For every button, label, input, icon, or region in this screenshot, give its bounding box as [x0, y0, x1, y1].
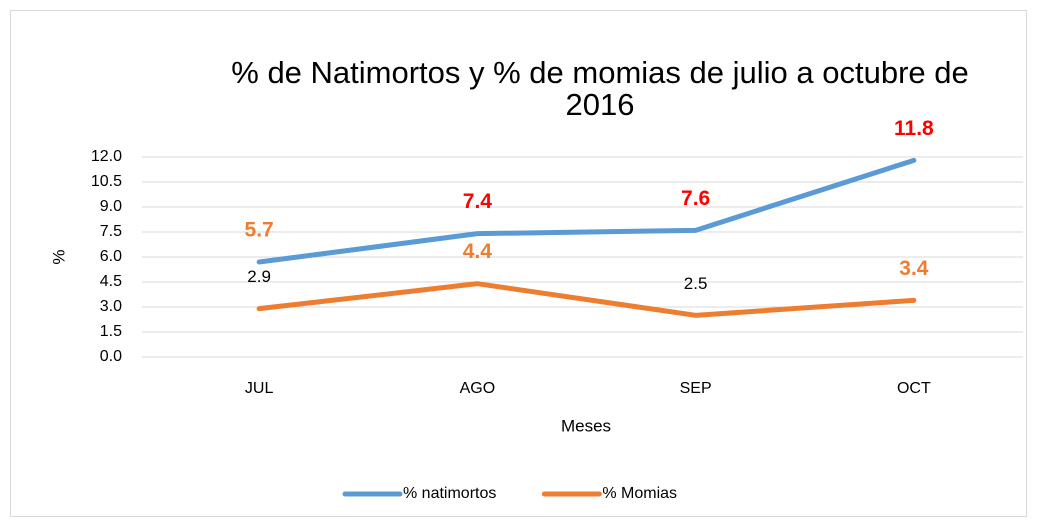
x-axis-title: Meses	[561, 416, 611, 435]
data-label: 2.9	[247, 267, 271, 286]
x-tick-label: OCT	[897, 380, 931, 397]
chart-title: % de Natimortos y % de momias de julio a…	[231, 55, 968, 122]
y-tick-label: 1.5	[100, 323, 122, 340]
x-tick-label: JUL	[245, 380, 274, 397]
y-tick-label: 4.5	[100, 273, 122, 290]
data-label: 3.4	[899, 257, 929, 280]
chart-border	[10, 10, 1027, 517]
y-tick-label: 3.0	[100, 298, 122, 315]
line	[256, 157, 917, 265]
data-label: 5.7	[245, 219, 274, 242]
y-tick-label: 6.0	[100, 248, 122, 265]
y-tick-label: 0.0	[100, 348, 122, 365]
data-label: 7.6	[681, 187, 710, 210]
y-tick-label: 7.5	[100, 223, 122, 240]
y-tick-label: 10.5	[91, 173, 122, 190]
data-label: 4.4	[463, 240, 493, 263]
y-tick-label: 9.0	[100, 198, 122, 215]
legend-label: % Momias	[602, 485, 677, 502]
x-tick-label: SEP	[680, 380, 712, 397]
y-tick-label: 12.0	[91, 148, 122, 165]
y-axis-title: %	[49, 249, 68, 264]
data-label: 11.8	[894, 117, 934, 140]
legend-label: % natimortos	[403, 485, 496, 502]
data-label: 2.5	[684, 274, 708, 293]
line	[256, 281, 917, 318]
data-label: 7.4	[463, 190, 493, 213]
x-tick-label: AGO	[460, 380, 496, 397]
